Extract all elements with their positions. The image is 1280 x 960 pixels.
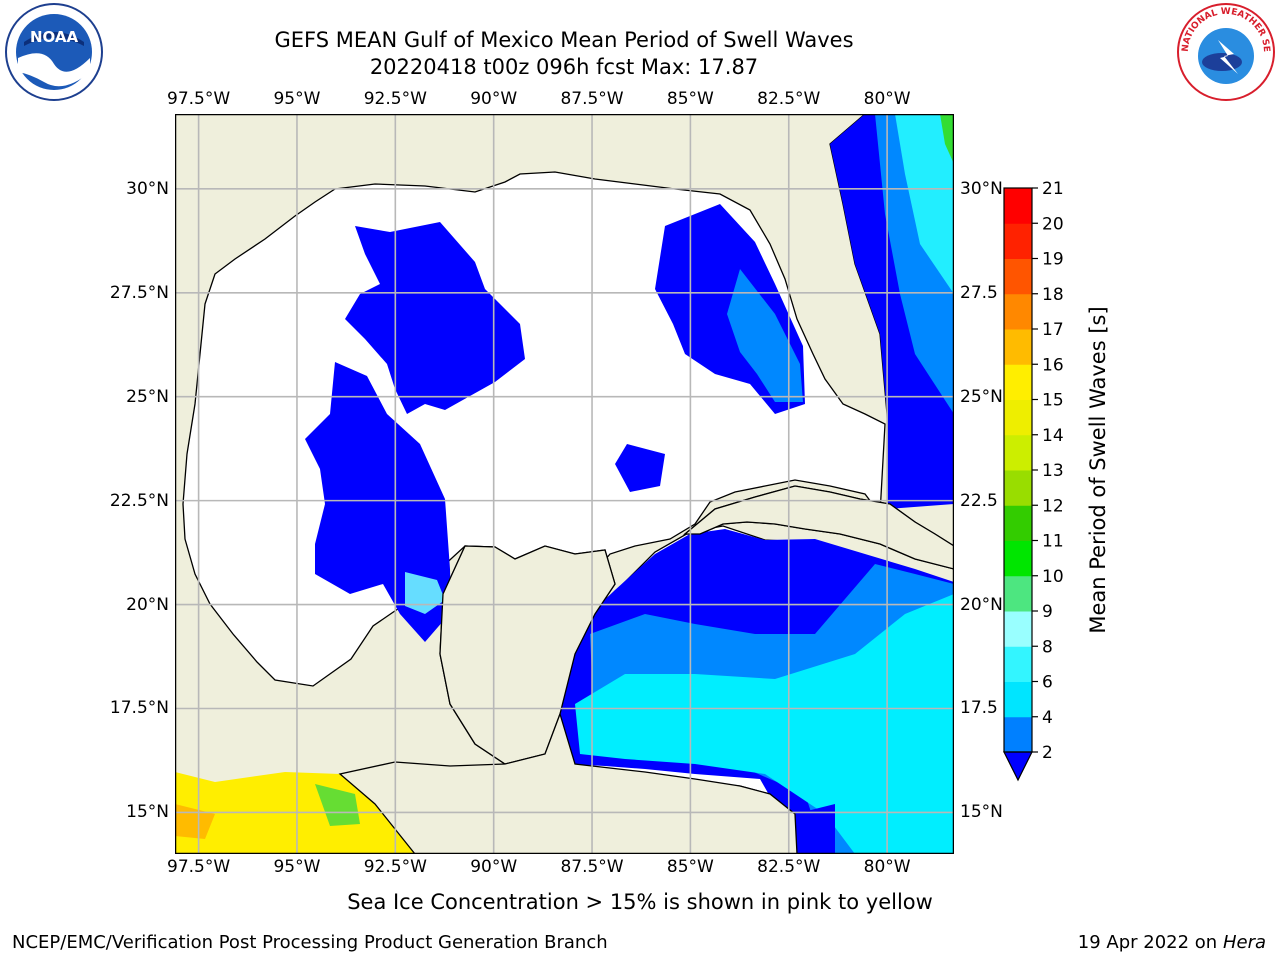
colorbar-segment — [1004, 611, 1032, 647]
lat-label-right: 20°N — [960, 594, 1003, 615]
lon-label-bottom: 90°W — [470, 857, 518, 877]
lat-label-left: 30°N — [126, 178, 169, 199]
lon-label-top: 82.5°W — [757, 89, 821, 109]
colorbar-tick-label: 20 — [1042, 214, 1064, 234]
lon-label-bottom: 97.5°W — [167, 857, 231, 877]
map-panel — [175, 114, 954, 854]
colorbar-tick-label: 19 — [1042, 250, 1064, 270]
lat-label-right: 27.5 — [960, 282, 998, 303]
colorbar-tick-label: 6 — [1042, 673, 1053, 693]
swell-patch-atlantic-offshore — [895, 114, 954, 294]
swell-region-central-gulf — [345, 222, 525, 414]
lon-label-bottom: 92.5°W — [363, 857, 427, 877]
lat-label-right: 15°N — [960, 802, 1003, 823]
lat-label-right: 25°N — [960, 386, 1003, 407]
lat-label-right: 22.5 — [960, 490, 998, 511]
colorbar-tick-label: 4 — [1042, 708, 1053, 728]
swell-region-western-gulf — [305, 362, 451, 642]
sea-ice-caribbean-corner — [795, 804, 835, 854]
map-gridlines — [175, 114, 954, 854]
lat-label-left: 17.5°N — [109, 698, 169, 719]
lat-label-right: 30°N — [960, 178, 1003, 199]
colorbar-extend-triangle — [1003, 751, 1033, 782]
lon-label-top: 87.5°W — [560, 89, 624, 109]
colorbar-segment — [1004, 681, 1032, 718]
colorbar-tick-label: 13 — [1042, 461, 1064, 481]
map-frame — [175, 114, 954, 854]
colorbar-tick-label: 17 — [1042, 320, 1064, 340]
lat-label-left: 27.5°N — [109, 282, 169, 303]
nws-logo: NATIONAL WEATHER SERVICE — [1173, 0, 1276, 102]
colorbar-segment — [1004, 470, 1032, 506]
noaa-logo-text: NOAA — [30, 28, 79, 46]
footer-timestamp: 19 Apr 2022 on Hera — [1078, 932, 1266, 953]
colorbar-tick-label: 15 — [1042, 391, 1064, 411]
colorbar-tick-label: 9 — [1042, 602, 1053, 622]
lat-label-left: 22.5°N — [109, 490, 169, 511]
colorbar-segment — [1004, 223, 1032, 259]
lat-label-left: 15°N — [126, 802, 169, 823]
colorbar-segment — [1004, 646, 1032, 682]
colorbar-tick-label: 2 — [1042, 743, 1053, 763]
lon-label-bottom: 95°W — [273, 857, 321, 877]
footer-date: 19 Apr 2022 on — [1077, 932, 1218, 953]
lon-label-bottom: 85°W — [666, 857, 714, 877]
colorbar-tick-label: 11 — [1042, 532, 1064, 552]
lon-label-bottom: 87.5°W — [560, 857, 624, 877]
lat-label-left: 20°N — [126, 594, 169, 615]
swell-region-yucatan-channel — [615, 444, 665, 492]
swell-patch-west-florida — [727, 269, 803, 402]
yucatan-overlay — [439, 545, 616, 765]
lon-label-top: 85°W — [666, 89, 714, 109]
colorbar: 2 4 6 8 9 10 11 12 13 14 15 16 17 18 19 20 21 — [1003, 180, 1064, 782]
colorbar-segment — [1004, 364, 1032, 400]
colorbar-segment — [1004, 293, 1032, 330]
colorbar-segment — [1004, 434, 1032, 471]
colorbar-label: Mean Period of Swell Waves [s] — [1086, 306, 1110, 634]
lon-label-top: 95°W — [273, 89, 321, 109]
lon-label-bottom: 80°W — [863, 857, 911, 877]
footer-credit: NCEP/EMC/Verification Post Processing Pr… — [12, 932, 608, 953]
colorbar-tick-label: 16 — [1042, 355, 1064, 375]
lon-label-bottom: 82.5°W — [757, 857, 821, 877]
colorbar-tick-label: 10 — [1042, 567, 1064, 587]
colorbar-segment — [1004, 399, 1032, 436]
colorbar-segment — [1004, 188, 1032, 224]
noaa-logo: NOAA — [4, 2, 104, 102]
colorbar-tick-label: 12 — [1042, 496, 1064, 516]
lon-label-top: 80°W — [863, 89, 911, 109]
swell-patch-caribbean-cyan — [575, 594, 954, 854]
colorbar-tick-label: 14 — [1042, 426, 1064, 446]
swell-period-field — [175, 114, 954, 854]
colorbar-tick-label: 18 — [1042, 285, 1064, 305]
colorbar-tick-label: 8 — [1042, 637, 1053, 657]
footer-host: Hera — [1222, 932, 1266, 953]
colorbar-segment — [1004, 258, 1032, 295]
map-title: GEFS MEAN Gulf of Mexico Mean Period of … — [274, 28, 854, 52]
lat-label-right: 17.5 — [960, 698, 998, 719]
colorbar-segment — [1004, 540, 1032, 577]
sea-ice-note: Sea Ice Concentration > 15% is shown in … — [347, 890, 933, 914]
swell-patch-atlantic-corner — [940, 114, 954, 164]
map-subtitle: 20220418 t00z 096h fcst Max: 17.87 — [369, 55, 759, 79]
colorbar-segment — [1004, 329, 1032, 365]
swell-patch-bay-of-campeche — [405, 572, 445, 614]
colorbar-tick-label: 21 — [1042, 180, 1064, 199]
lon-label-top: 90°W — [470, 89, 518, 109]
colorbar-segment — [1004, 505, 1032, 541]
lat-label-left: 25°N — [126, 386, 169, 407]
sea-ice-pacific-green — [315, 784, 360, 826]
central-america-overlay — [338, 711, 798, 854]
colorbar-segment — [1004, 575, 1032, 612]
lon-label-top: 97.5°W — [167, 89, 231, 109]
colorbar-segment — [1004, 716, 1032, 753]
lon-label-top: 92.5°W — [363, 89, 427, 109]
